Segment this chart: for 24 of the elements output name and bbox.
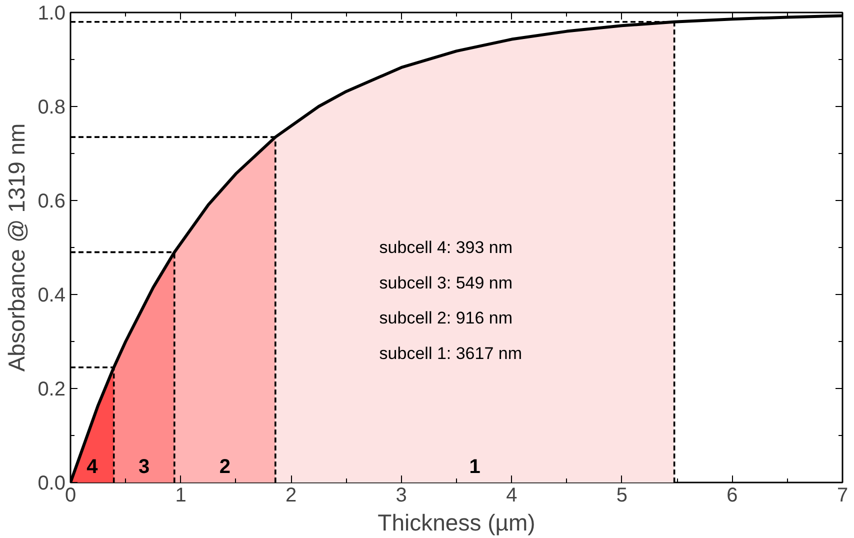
y-tick-label: 0.2	[38, 378, 66, 400]
annotation: subcell 3: 549 nm	[379, 273, 513, 292]
x-axis-title: Thickness (µm)	[378, 510, 536, 536]
annotation: 1	[469, 456, 480, 478]
y-axis-title: Absorbance @ 1319 nm	[4, 123, 30, 372]
y-tick-label: 0.8	[38, 96, 66, 118]
x-tick-label: 7	[836, 484, 848, 506]
annotation: 2	[219, 456, 230, 478]
x-tick-label: 1	[175, 484, 186, 506]
x-tick-label: 0	[64, 484, 76, 506]
annotation: 4	[86, 456, 99, 478]
y-tick-label: 0.0	[38, 472, 66, 494]
annotation: subcell 1: 3617 nm	[379, 344, 522, 363]
y-tick-label: 0.4	[38, 284, 66, 306]
annotation: subcell 4: 393 nm	[379, 238, 513, 257]
y-tick-label: 1.0	[38, 2, 66, 24]
x-tick-label: 5	[616, 484, 628, 506]
x-tick-label: 6	[726, 484, 738, 506]
x-tick-label: 3	[396, 484, 407, 506]
y-tick-label: 0.6	[38, 190, 66, 212]
x-tick-label: 4	[506, 484, 518, 506]
annotation: subcell 2: 916 nm	[379, 308, 513, 328]
annotation: 3	[138, 456, 150, 478]
x-tick-label: 2	[286, 484, 297, 506]
